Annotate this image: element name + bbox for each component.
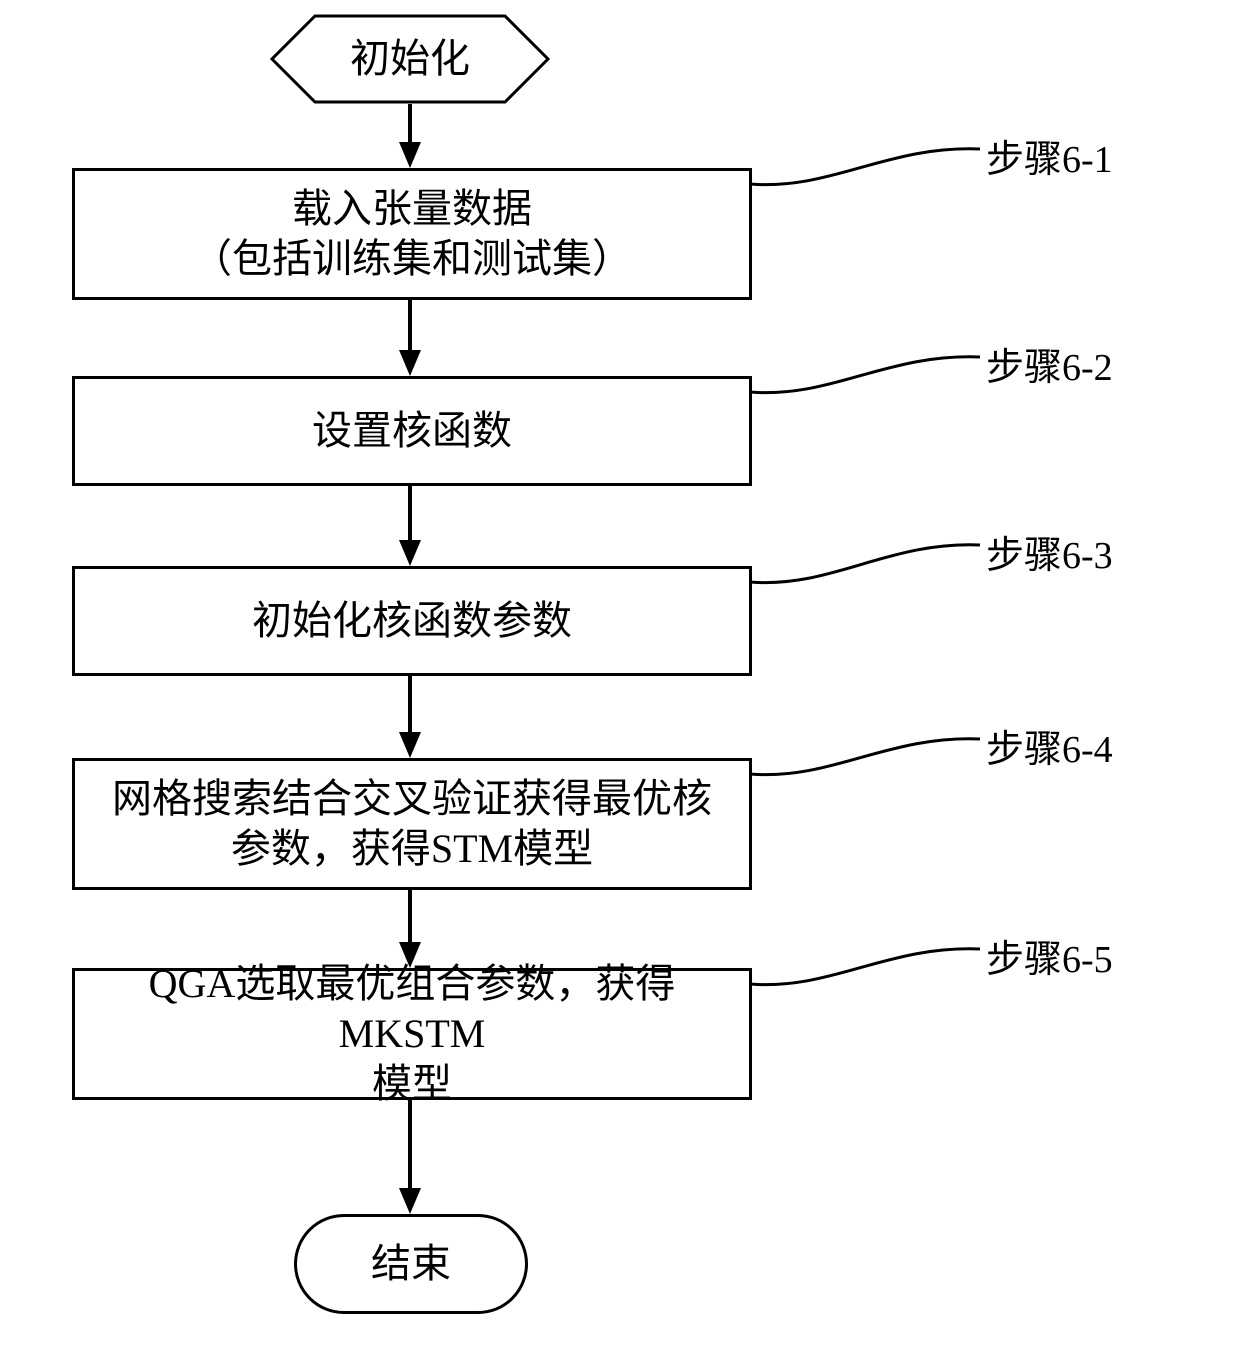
- step-connector-2: [752, 349, 988, 400]
- start-terminal: 初始化: [270, 14, 550, 104]
- step-connector-1: [752, 141, 988, 192]
- process-box-1-label: 载入张量数据 （包括训练集和测试集）: [192, 184, 632, 284]
- step-connector-5: [752, 941, 988, 992]
- step-label-3: 步骤6-3: [986, 524, 1113, 579]
- arrow-5-head: [399, 942, 421, 968]
- arrow-5-line: [408, 890, 412, 942]
- step-connector-3: [752, 537, 988, 590]
- arrow-1-line: [408, 104, 412, 142]
- process-box-5-label: QGA选取最优组合参数，获得MKSTM 模型: [85, 959, 739, 1109]
- process-box-1: 载入张量数据 （包括训练集和测试集）: [72, 168, 752, 300]
- process-box-5: QGA选取最优组合参数，获得MKSTM 模型: [72, 968, 752, 1100]
- arrow-4-head: [399, 732, 421, 758]
- step-connector-4: [752, 731, 988, 782]
- process-box-2-label: 设置核函数: [312, 406, 512, 456]
- arrow-4-line: [408, 676, 412, 732]
- arrow-2-line: [408, 300, 412, 350]
- arrow-3-head: [399, 540, 421, 566]
- arrow-3-line: [408, 486, 412, 540]
- step-label-2: 步骤6-2: [986, 336, 1113, 391]
- process-box-3: 初始化核函数参数: [72, 566, 752, 676]
- step-label-1: 步骤6-1: [986, 128, 1113, 183]
- arrow-2-head: [399, 350, 421, 376]
- step-label-4: 步骤6-4: [986, 718, 1113, 773]
- step-label-5: 步骤6-5: [986, 928, 1113, 983]
- process-box-3-label: 初始化核函数参数: [252, 596, 572, 646]
- end-label: 结束: [371, 1239, 451, 1289]
- process-box-4-label: 网格搜索结合交叉验证获得最优核 参数，获得STM模型: [112, 774, 712, 874]
- process-box-4: 网格搜索结合交叉验证获得最优核 参数，获得STM模型: [72, 758, 752, 890]
- start-label: 初始化: [350, 34, 470, 84]
- flowchart-canvas: 初始化载入张量数据 （包括训练集和测试集） 设置核函数初始化核函数参数网格搜索结合…: [0, 0, 1240, 1368]
- process-box-2: 设置核函数: [72, 376, 752, 486]
- arrow-6-line: [408, 1100, 412, 1188]
- arrow-6-head: [399, 1188, 421, 1214]
- end-terminal: 结束: [294, 1214, 528, 1314]
- arrow-1-head: [399, 142, 421, 168]
